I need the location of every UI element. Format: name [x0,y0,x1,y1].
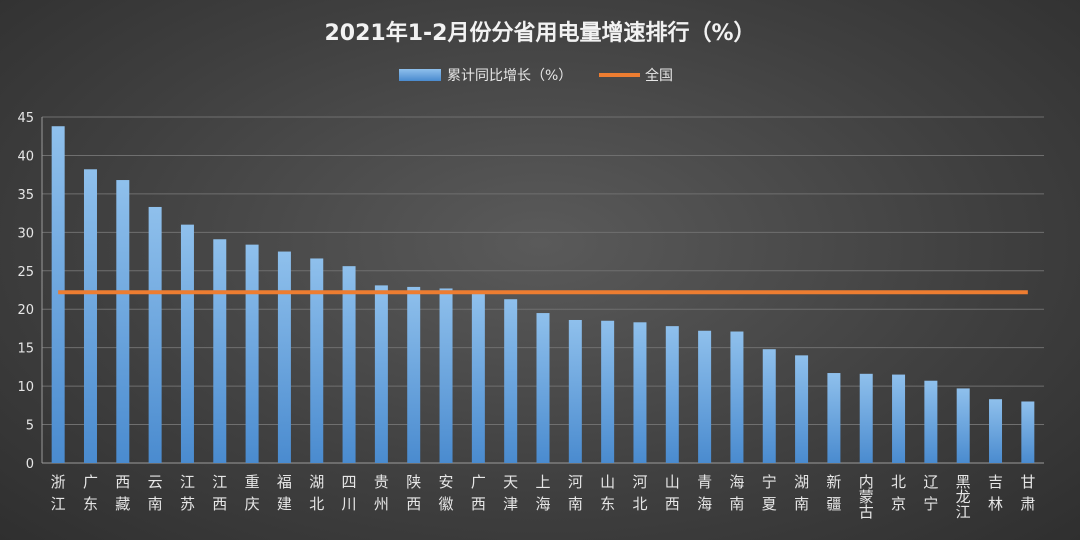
bars [51,126,1035,464]
bar [536,313,550,463]
y-tick-label: 10 [17,380,34,395]
bar [698,330,712,463]
x-tick-label: 云南 [148,473,163,513]
legend-swatch-bar [399,69,441,81]
bar [504,299,518,463]
x-tick-label: 河北 [632,473,647,513]
y-tick-label: 0 [26,457,34,472]
bar [83,169,97,464]
y-tick-label: 30 [17,226,34,241]
bar [116,180,130,463]
bar [439,288,453,463]
x-tick-label: 黑龙江 [956,473,971,521]
x-tick-label: 西藏 [115,473,130,513]
x-tick-label: 广东 [83,473,98,513]
bar [827,373,841,463]
x-tick-label: 贵州 [374,473,389,513]
x-tick-label: 甘肃 [1020,473,1035,513]
bar [956,388,970,463]
y-tick-label: 25 [17,265,34,280]
y-tick-label: 15 [17,342,34,357]
bar [148,206,162,463]
y-axis: 0 5 10 15 20 25 30 35 40 45 [17,111,34,472]
bar [665,326,679,463]
x-tick-label: 四川 [342,473,357,513]
bar [859,373,873,463]
bar [730,331,744,463]
x-tick-label: 天津 [503,473,518,513]
x-tick-label: 广西 [471,473,486,513]
x-tick-label: 内蒙古 [859,473,874,521]
bar [471,293,485,463]
x-tick-label: 江西 [212,473,227,513]
bar [245,244,259,463]
chart-title: 2021年1-2月份分省用电量增速排行（%） [324,20,755,46]
x-tick-label: 宁夏 [762,473,777,513]
y-tick-label: 20 [17,303,34,318]
y-tick-label: 45 [17,111,34,126]
bar [213,239,227,463]
x-tick-label: 青海 [697,473,712,513]
x-tick-label: 新疆 [826,473,841,513]
x-tick-label: 辽宁 [923,473,938,513]
bar [762,349,776,463]
x-tick-label: 湖南 [794,473,809,513]
x-tick-label: 福建 [277,473,292,513]
bar [892,374,906,463]
x-tick-label: 北京 [891,473,906,513]
bar [374,285,388,463]
x-tick-label: 山西 [665,473,680,513]
legend-label-line: 全国 [645,67,673,84]
y-tick-label: 5 [26,419,34,434]
bar [568,319,582,463]
x-tick-label: 山东 [600,473,615,513]
bar [51,126,65,463]
x-tick-label: 河南 [568,473,583,513]
x-tick-label: 吉林 [988,473,1003,513]
x-tick-label: 浙江 [51,473,66,513]
bar [310,258,324,463]
bar [180,224,194,463]
x-axis: 浙江广东西藏云南江苏江西重庆福建湖北四川贵州陕西安徽广西天津上海河南山东河北山西… [51,473,1036,521]
y-tick-label: 40 [17,149,34,164]
x-tick-label: 海南 [729,473,744,513]
x-tick-label: 重庆 [245,473,260,513]
bar [601,320,615,463]
bar [989,399,1003,463]
bar [277,251,291,463]
x-tick-label: 湖北 [309,473,324,513]
legend: 累计同比增长（%） 全国 [399,67,673,84]
bar [795,355,809,463]
y-tick-label: 35 [17,188,34,203]
x-tick-label: 陕西 [406,473,421,513]
bar [924,380,938,463]
bar [342,266,356,463]
x-tick-label: 安徽 [439,473,454,513]
x-tick-label: 上海 [535,473,550,513]
bar [1021,401,1035,463]
bar [407,286,421,463]
legend-label-bar: 累计同比增长（%） [447,68,572,84]
x-tick-label: 江苏 [180,473,195,513]
bar [633,322,647,463]
